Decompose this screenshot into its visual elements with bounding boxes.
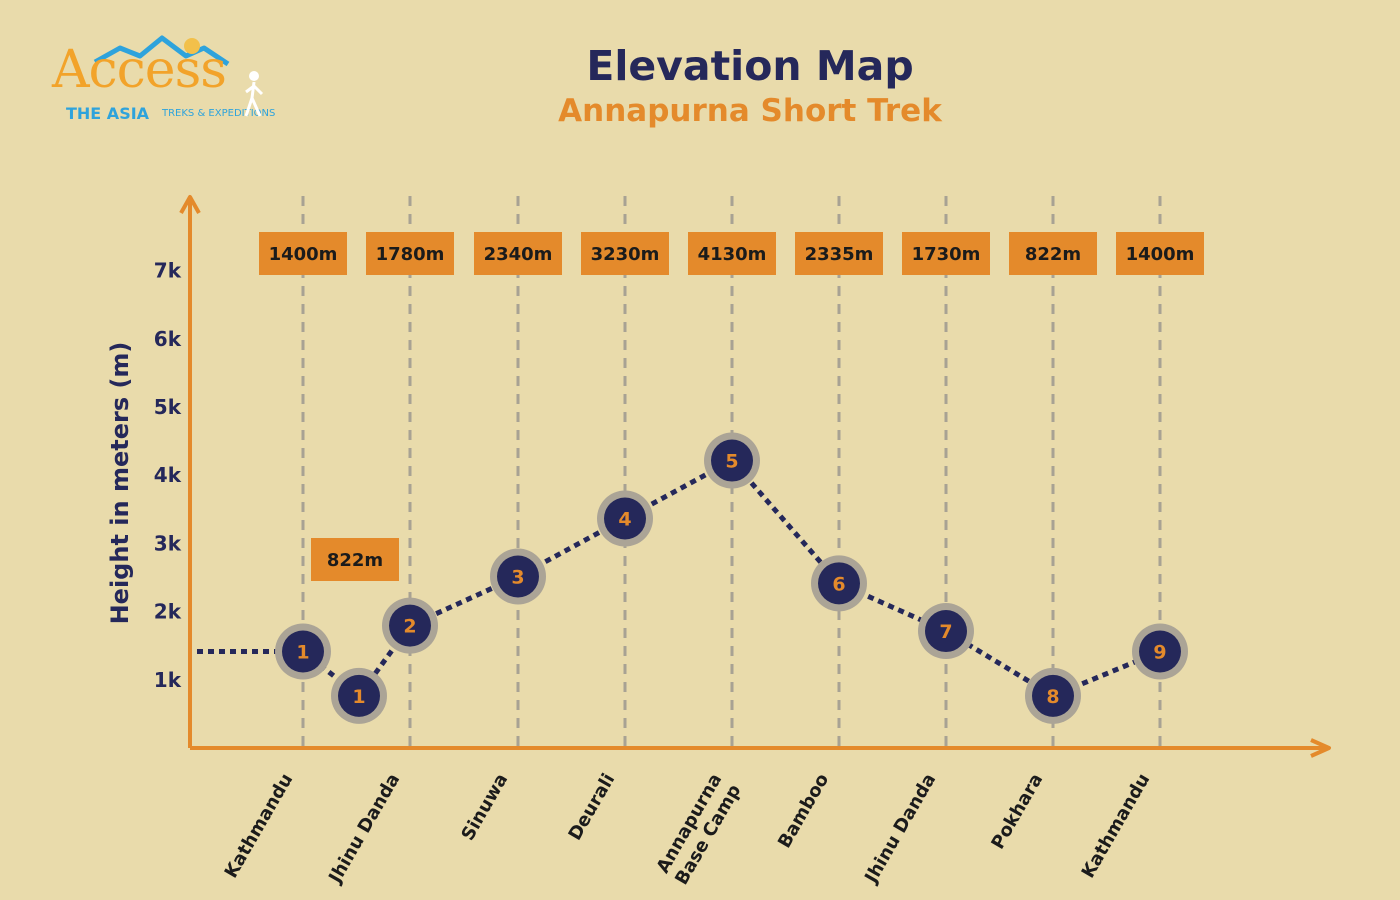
elevation-label: 1780m	[376, 244, 445, 265]
marker-number: 5	[725, 451, 738, 473]
x-category-label: Kathmandu	[221, 770, 298, 882]
elevation-label: 822m	[1025, 244, 1081, 265]
elevation-label: 3230m	[591, 244, 660, 265]
x-category-label: Deurali	[564, 770, 619, 844]
logo-line-2: TREKS & EXPEDITIONS	[162, 108, 276, 119]
elevation-label-box	[581, 232, 669, 275]
elevation-marker	[338, 674, 380, 717]
page-subtitle: Annapurna Short Trek	[558, 93, 942, 129]
elevation-marker	[389, 604, 431, 647]
elevation-label-box	[902, 232, 990, 275]
elevation-label: 1400m	[269, 244, 338, 265]
marker-number: 8	[1046, 686, 1059, 708]
company-logo: Access THE ASIA TREKS & EXPEDITIONS	[40, 30, 280, 140]
elevation-marker	[818, 562, 860, 605]
elevation-marker	[711, 439, 753, 482]
page-title: Elevation Map	[586, 42, 914, 90]
elevation-label: 4130m	[698, 244, 767, 265]
hiker-icon	[244, 71, 264, 117]
logo-wordmark: Access	[52, 40, 227, 100]
marker-number: 3	[511, 567, 524, 589]
elevation-label-box	[1009, 232, 1097, 275]
y-tick-label: 4k	[154, 463, 182, 487]
x-category-label: AnnapurnaBase Camp	[652, 770, 745, 889]
marker-number: 1	[296, 642, 309, 664]
y-axis-arrow-icon	[179, 195, 201, 214]
x-category-label: Sinuwa	[457, 770, 512, 844]
elevation-marker	[604, 497, 646, 540]
elevation-label: 1730m	[912, 244, 981, 265]
marker-number: 6	[832, 573, 845, 595]
elevation-label-box	[474, 232, 562, 275]
x-category-label: Bamboo	[774, 770, 833, 852]
y-axis-title: Height in meters (m)	[106, 342, 134, 625]
x-category-label: Kathmandu	[1078, 770, 1155, 882]
y-tick-label: 5k	[154, 395, 182, 419]
x-axis-arrow-icon	[1310, 738, 1331, 758]
y-tick-label: 7k	[154, 259, 182, 283]
x-category-label: Jhinu Danda	[324, 770, 404, 888]
elevation-line	[301, 457, 1161, 700]
elevation-marker	[1139, 630, 1181, 673]
marker-number: 7	[939, 621, 952, 643]
x-category-label: Jhinu Danda	[860, 770, 940, 888]
extra-elevation-label: 822m	[327, 550, 383, 571]
elevation-label-box	[1116, 232, 1204, 275]
logo-mountain-icon	[93, 35, 230, 67]
y-tick-label: 1k	[154, 668, 182, 692]
extra-elevation-label-box	[311, 538, 399, 581]
y-tick-label: 2k	[154, 600, 182, 624]
elevation-label-box	[688, 232, 776, 275]
elevation-label-box	[795, 232, 883, 275]
y-tick-label: 6k	[154, 327, 182, 351]
elevation-marker	[282, 630, 324, 673]
elevation-marker	[925, 610, 967, 653]
x-category-label: Pokhara	[987, 770, 1047, 853]
elevation-label: 2340m	[484, 244, 553, 265]
elevation-label: 1400m	[1126, 244, 1195, 265]
elevation-label-box	[259, 232, 347, 275]
elevation-marker	[1032, 674, 1074, 717]
logo-line-1: THE ASIA	[66, 104, 150, 123]
marker-number: 4	[618, 509, 631, 531]
elevation-marker	[497, 555, 539, 598]
elevation-label: 2335m	[805, 244, 874, 265]
marker-number: 9	[1153, 642, 1166, 664]
marker-number: 1	[352, 686, 365, 708]
y-tick-label: 3k	[154, 531, 182, 555]
marker-number: 2	[403, 616, 416, 638]
elevation-label-box	[366, 232, 454, 275]
